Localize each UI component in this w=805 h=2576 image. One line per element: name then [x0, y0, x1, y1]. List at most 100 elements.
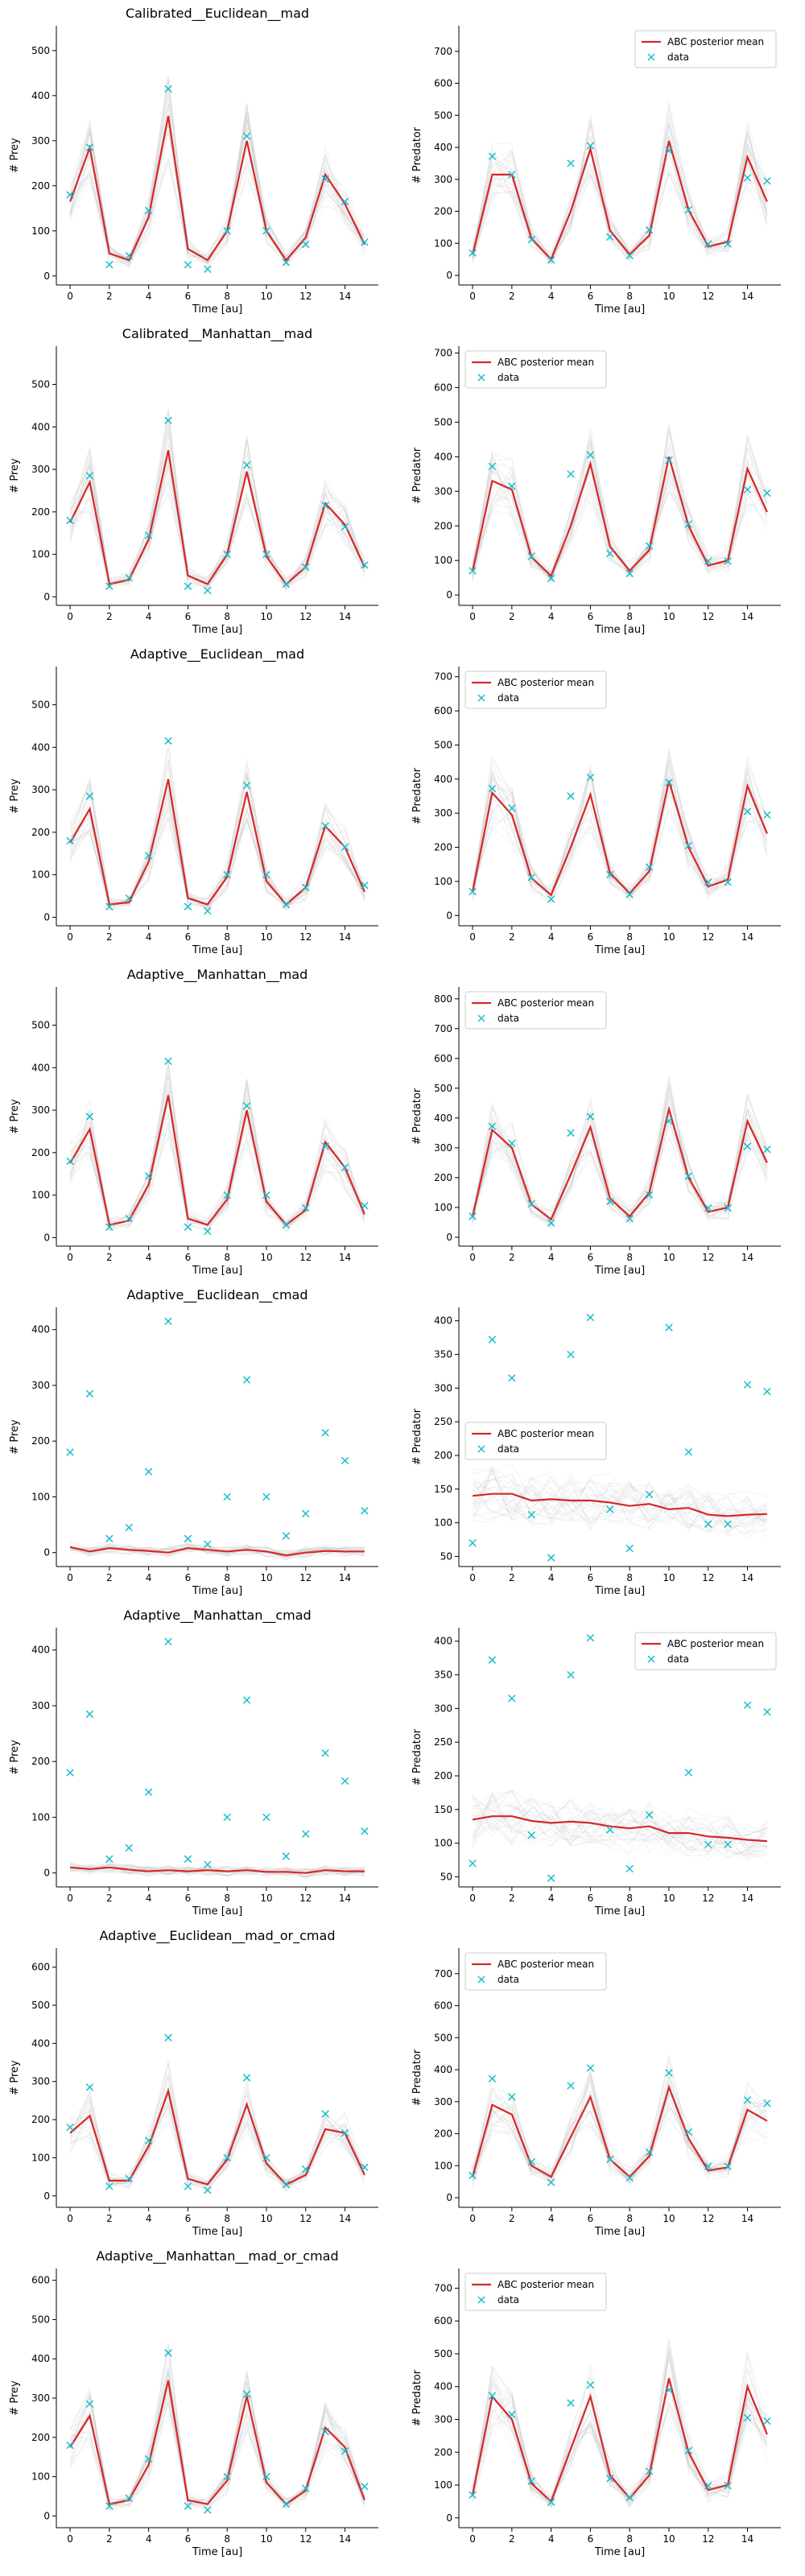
x-tick-label: 2	[509, 1252, 515, 1263]
x-tick-label: 8	[626, 1252, 633, 1263]
chart-title: Adaptive__Manhattan__mad	[127, 967, 308, 983]
data-point-marker	[85, 143, 94, 151]
posterior-sample-line	[472, 1798, 768, 1850]
x-tick-label: 0	[67, 2213, 73, 2224]
posterior-sample-line	[472, 1473, 768, 1540]
posterior-samples	[69, 1061, 365, 1234]
data-point-marker	[645, 542, 654, 550]
y-tick-label: 200	[31, 827, 50, 838]
y-axis-label: # Predator	[411, 447, 423, 504]
data-point-marker	[645, 1191, 654, 1199]
legend-box	[464, 2273, 607, 2311]
x-tick-label: 12	[702, 2213, 714, 2224]
posterior-sample-line	[70, 1864, 365, 1877]
posterior-sample-line	[472, 2347, 768, 2502]
x-tick-label: 6	[185, 291, 192, 302]
y-axis-label: # Predator	[411, 2049, 423, 2106]
data-points	[66, 737, 369, 915]
posterior-sample-line	[472, 474, 768, 573]
y-tick-label: 500	[434, 1083, 452, 1094]
x-tick-label: 8	[626, 2213, 633, 2224]
posterior-sample-line	[472, 2347, 768, 2501]
data-point-marker	[184, 2182, 192, 2190]
data-point-marker	[547, 1219, 555, 1227]
x-tick-label: 4	[146, 2213, 152, 2224]
posterior-sample-line	[70, 419, 365, 588]
y-tick-label: 100	[31, 2152, 50, 2163]
posterior-sample-line	[69, 2375, 365, 2504]
posterior-sample-line	[69, 760, 365, 906]
posterior-sample-line	[70, 1864, 365, 1878]
posterior-sample-line	[472, 122, 768, 265]
data-point-marker	[341, 1456, 349, 1465]
data-point-marker	[527, 1510, 535, 1519]
posterior-sample-line	[472, 1472, 768, 1531]
posterior-sample-line	[70, 2343, 365, 2509]
data-point-marker	[242, 1376, 251, 1384]
data-point-marker	[105, 1534, 114, 1543]
data-point-marker	[606, 2475, 614, 2483]
posterior-sample-line	[472, 2063, 767, 2185]
x-tick-label: 4	[548, 1252, 555, 1263]
data-point-marker	[204, 1860, 212, 1869]
data-point-marker	[547, 895, 555, 903]
x-tick-label: 14	[339, 931, 351, 943]
data-point-marker	[763, 489, 771, 497]
y-tick-label: 500	[31, 700, 50, 711]
y-tick-label: 500	[434, 739, 452, 750]
y-tick-label: 500	[434, 2348, 452, 2359]
chart-panel-10: 0 2 4 6 8 10 12 14 50 100 150 200 250 300 350 400 Time […	[411, 1307, 781, 1597]
posterior-sample-line	[69, 132, 365, 262]
y-tick-label: 200	[434, 2446, 452, 2458]
data-point-marker	[665, 147, 673, 155]
data-point-marker	[302, 563, 310, 572]
data-point-marker	[105, 902, 114, 910]
x-tick-label: 10	[260, 1893, 272, 1904]
posterior-sample-line	[472, 2366, 768, 2508]
posterior-sample-line	[472, 1472, 768, 1538]
data-point-marker	[361, 881, 369, 890]
y-tick-label: 500	[434, 109, 452, 121]
data-point-marker	[341, 1163, 349, 1172]
x-tick-label: 14	[741, 2533, 753, 2545]
posterior-sample-line	[69, 2372, 365, 2508]
y-tick-label: 300	[434, 1703, 452, 1714]
x-axis-label: Time [au]	[594, 2546, 645, 2558]
posterior-mean-line	[472, 1105, 768, 1221]
y-tick-label: 400	[434, 774, 452, 785]
x-tick-label: 14	[741, 1252, 753, 1263]
posterior-sample-line	[472, 133, 768, 258]
posterior-sample-line	[472, 2347, 768, 2508]
x-tick-label: 14	[741, 611, 753, 622]
posterior-sample-line	[69, 765, 365, 908]
posterior-sample-line	[472, 1075, 768, 1221]
posterior-sample-line	[70, 1543, 365, 1558]
posterior-sample-line	[69, 771, 365, 908]
data-point-marker	[508, 2093, 516, 2101]
y-tick-label: 700	[434, 2282, 452, 2293]
data-point-marker	[586, 773, 595, 782]
legend-data-label: data	[497, 2294, 519, 2306]
y-tick-label: 200	[434, 2128, 452, 2140]
posterior-mean-line	[472, 2378, 768, 2504]
posterior-samples	[69, 2342, 365, 2513]
y-tick-label: 350	[434, 1349, 452, 1360]
data-point-marker	[66, 2441, 74, 2450]
x-tick-label: 4	[548, 1572, 555, 1583]
x-tick-label: 12	[702, 291, 714, 302]
data-point-marker	[684, 1448, 693, 1456]
x-axis-label: Time [au]	[192, 2546, 242, 2558]
x-tick-label: 8	[626, 291, 633, 302]
chart-title: Calibrated__Euclidean__mad	[126, 6, 309, 22]
legend-mean-label: ABC posterior mean	[497, 357, 594, 368]
y-tick-label: 400	[434, 142, 452, 153]
x-tick-label: 6	[588, 931, 594, 943]
legend-box	[464, 1952, 607, 1991]
posterior-sample-line	[70, 464, 365, 584]
x-tick-label: 0	[67, 1572, 73, 1583]
y-tick-label: 100	[434, 1202, 452, 1213]
data-point-marker	[488, 784, 497, 793]
y-tick-label: 300	[31, 1700, 50, 1711]
data-point-marker	[743, 2096, 752, 2104]
chart-panel-11: 0 2 4 6 8 10 12 14 0 100 200 300 400 Time [au] # Prey A…	[9, 1608, 378, 1918]
